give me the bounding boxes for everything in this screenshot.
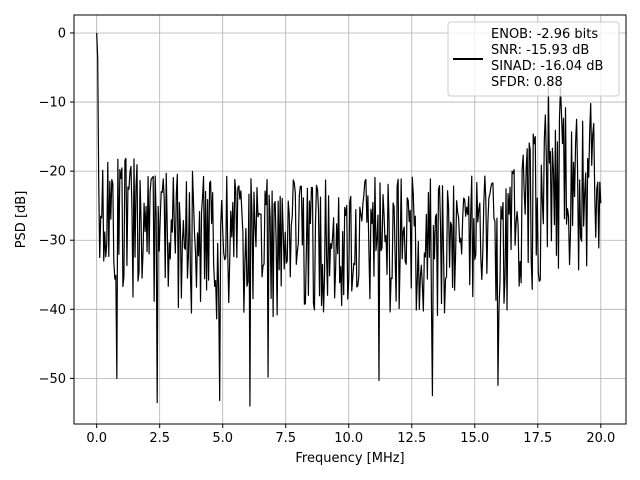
x-axis-label: Frequency [MHz] [295,451,404,466]
legend-box [447,21,620,97]
x-tick-label: 2.5 [149,431,170,446]
x-tick-label: 5.0 [212,431,233,446]
y-tick-label: −10 [39,96,66,111]
legend-entry-sinad: SINAD: -16.04 dB [491,59,603,74]
y-tick-label: −20 [39,165,66,180]
x-tick-label: 12.5 [397,431,426,446]
legend-entry-snr: SNR: -15.93 dB [491,43,589,58]
x-tick-label: 15.0 [460,431,489,446]
x-tick-label: 17.5 [523,431,552,446]
x-tick-label: 7.5 [275,431,296,446]
psd-series-line [96,32,602,407]
ticks: 0.0 2.5 5.0 7.5 10.0 12.5 15.0 17.5 20.0 0 −10 −20 −… [39,26,616,446]
y-axis-label: PSD [dB] [14,191,29,249]
y-tick-label: −40 [39,303,66,318]
plot-area [96,32,602,407]
axes-frame [73,14,627,425]
x-tick-label: 20.0 [586,431,615,446]
x-tick-label: 10.0 [334,431,363,446]
y-tick-label: −50 [39,372,66,387]
x-tick-label: 0.0 [86,431,107,446]
legend-entry-enob: ENOB: -2.96 bits [491,27,598,42]
y-tick-label: 0 [58,26,66,41]
y-tick-label: −30 [39,234,66,249]
legend-entry-sfdr: SFDR: 0.88 [491,75,563,90]
legend: ENOB: -2.96 bits SNR: -15.93 dB SINAD: -… [447,21,620,97]
